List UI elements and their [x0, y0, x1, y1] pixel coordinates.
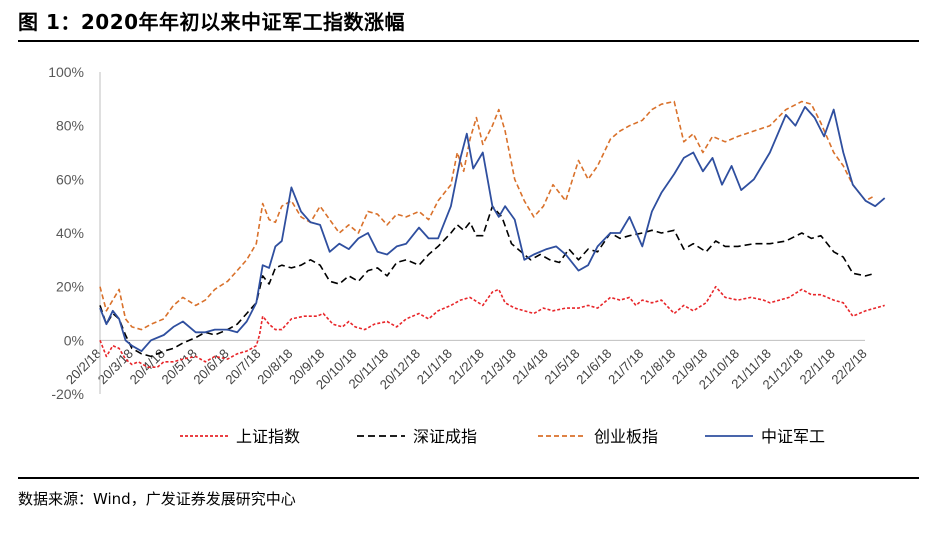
legend-label: 创业板指: [594, 427, 658, 446]
series-line: [99, 106, 886, 352]
y-tick-label: -20%: [51, 386, 84, 402]
legend: 上证指数 深证成指 创业板指 中证军工: [180, 427, 825, 446]
y-tick-label: 0%: [64, 332, 84, 348]
y-tick-label: 60%: [56, 171, 84, 187]
y-tick-label: 80%: [56, 118, 84, 134]
legend-label: 上证指数: [236, 427, 300, 446]
legend-label: 中证军工: [761, 427, 825, 446]
y-axis-ticks: -20% 0% 20% 40% 60% 80% 100%: [48, 64, 84, 402]
x-tick-label: 22/2/18: [828, 346, 869, 387]
y-tick-label: 40%: [56, 225, 84, 241]
axes: [99, 72, 865, 394]
series-line: [99, 100, 876, 331]
title-divider: [18, 40, 919, 42]
source-note: 数据来源：Wind，广发证券发展研究中心: [18, 490, 296, 508]
source-divider: [18, 477, 919, 479]
series-line: [99, 205, 876, 358]
series-lines: [99, 100, 886, 368]
legend-label: 深证成指: [413, 427, 477, 446]
y-tick-label: 20%: [56, 279, 84, 295]
series-line: [99, 285, 885, 368]
y-tick-label: 100%: [48, 64, 84, 80]
figure-title: 图 1：2020年年初以来中证军工指数涨幅: [18, 10, 406, 34]
x-axis-ticks: 20/2/1820/3/1820/4/1820/5/1820/6/1820/7/…: [63, 346, 870, 392]
line-chart: -20% 0% 20% 40% 60% 80% 100% 20/2/1820/3/1820/…: [48, 64, 886, 446]
